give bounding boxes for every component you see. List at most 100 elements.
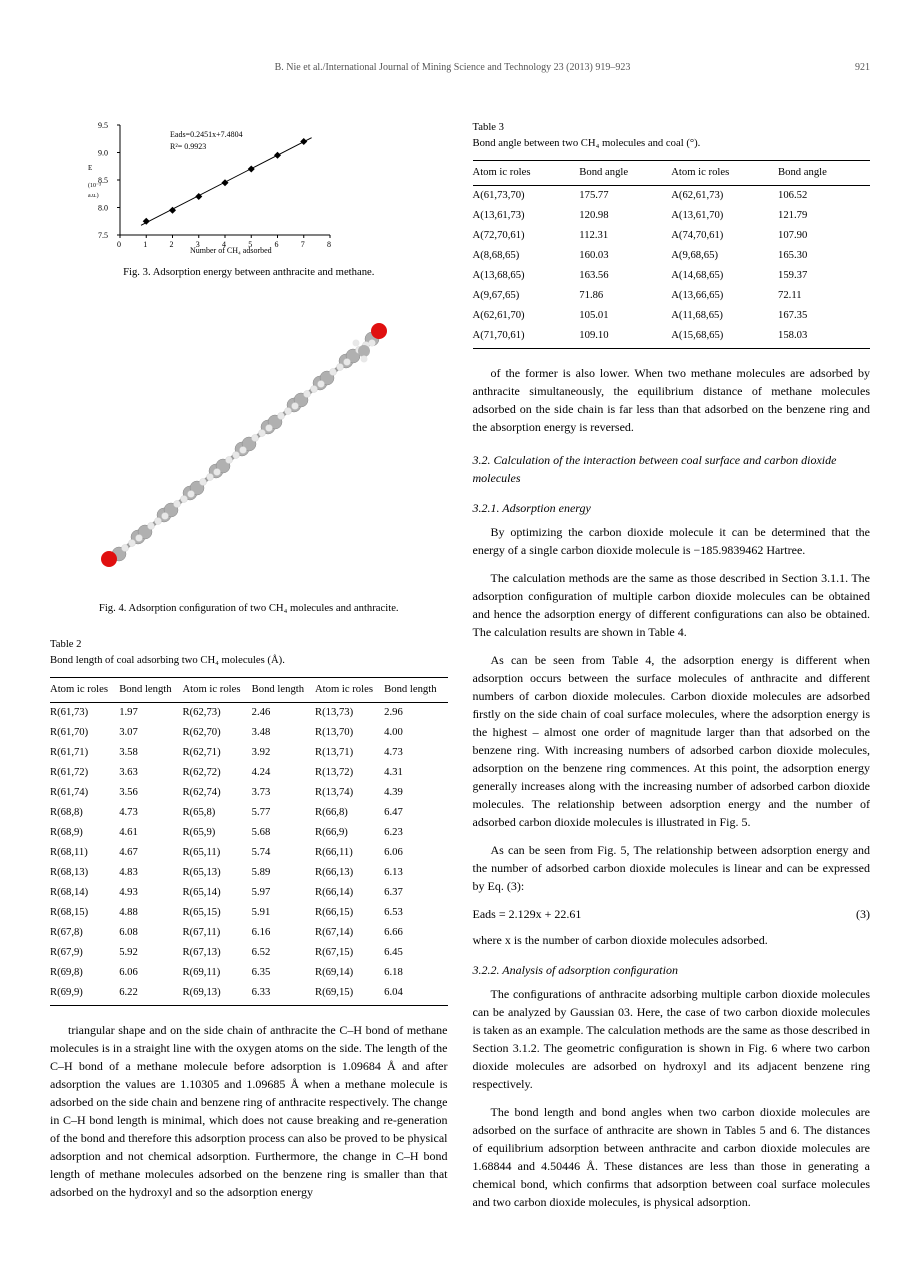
svg-text:6: 6 bbox=[275, 240, 279, 249]
table-row: R(61,70)3.07R(62,70)3.48R(13,70)4.00 bbox=[50, 723, 448, 743]
table-cell: R(68,11) bbox=[50, 843, 119, 863]
table-cell: R(62,70) bbox=[182, 723, 251, 743]
table-cell: 5.92 bbox=[119, 943, 182, 963]
table-header: Atom ic roles bbox=[671, 161, 778, 186]
table-cell: 4.39 bbox=[384, 783, 447, 803]
svg-text:9.0: 9.0 bbox=[98, 149, 108, 158]
table-row: A(72,70,61)112.31A(74,70,61)107.90 bbox=[473, 226, 871, 246]
table-header: Bond length bbox=[384, 678, 447, 703]
table-row: R(68,15)4.88R(65,15)5.91R(66,15)6.53 bbox=[50, 903, 448, 923]
table-cell: A(13,66,65) bbox=[671, 286, 778, 306]
table-cell: R(62,73) bbox=[182, 703, 251, 724]
table-cell: R(68,15) bbox=[50, 903, 119, 923]
left-paragraph: triangular shape and on the side chain o… bbox=[50, 1021, 448, 1201]
table-cell: A(71,70,61) bbox=[473, 326, 580, 349]
table-cell: R(65,14) bbox=[182, 883, 251, 903]
table-cell: 5.89 bbox=[252, 863, 315, 883]
para-321b: The calculation methods are the same as … bbox=[473, 569, 871, 641]
eq3-text: Eads = 2.129x + 22.61 bbox=[473, 905, 582, 923]
table-row: R(61,72)3.63R(62,72)4.24R(13,72)4.31 bbox=[50, 763, 448, 783]
table-cell: A(14,68,65) bbox=[671, 266, 778, 286]
table-cell: 3.58 bbox=[119, 743, 182, 763]
table-cell: 6.35 bbox=[252, 963, 315, 983]
header-citation: B. Nie et al./International Journal of M… bbox=[275, 60, 631, 75]
table-cell: R(69,15) bbox=[315, 983, 384, 1006]
para-322b: The bond length and bond angles when two… bbox=[473, 1103, 871, 1211]
table-cell: 6.47 bbox=[384, 803, 447, 823]
table-cell: 5.74 bbox=[252, 843, 315, 863]
table-cell: 6.06 bbox=[384, 843, 447, 863]
eq3-number: (3) bbox=[856, 905, 870, 923]
table-cell: R(61,73) bbox=[50, 703, 119, 724]
chart-svg: 7.58.08.59.09.5 012345678 Eads=0.2451x+7… bbox=[80, 115, 340, 255]
table-row: A(8,68,65)160.03A(9,68,65)165.30 bbox=[473, 246, 871, 266]
table-cell: A(13,68,65) bbox=[473, 266, 580, 286]
table-row: R(68,11)4.67R(65,11)5.74R(66,11)6.06 bbox=[50, 843, 448, 863]
table-row: A(62,61,70)105.01A(11,68,65)167.35 bbox=[473, 306, 871, 326]
table-row: R(68,9)4.61R(65,9)5.68R(66,9)6.23 bbox=[50, 823, 448, 843]
table-row: A(71,70,61)109.10A(15,68,65)158.03 bbox=[473, 326, 871, 349]
table-cell: R(61,71) bbox=[50, 743, 119, 763]
table-cell: 6.52 bbox=[252, 943, 315, 963]
table-cell: 4.24 bbox=[252, 763, 315, 783]
chart-ylabel-1: E bbox=[88, 164, 92, 172]
table-cell: 158.03 bbox=[778, 326, 870, 349]
chart-xlabel: Number of CH₄ adsorbed bbox=[190, 246, 272, 255]
table-row: R(61,71)3.58R(62,71)3.92R(13,71)4.73 bbox=[50, 743, 448, 763]
table-cell: 106.52 bbox=[778, 186, 870, 207]
header-page: 921 bbox=[855, 60, 870, 75]
table-cell: 112.31 bbox=[579, 226, 671, 246]
table-cell: R(66,9) bbox=[315, 823, 384, 843]
table-cell: R(66,13) bbox=[315, 863, 384, 883]
para-321c: As can be seen from Table 4, the adsorpt… bbox=[473, 651, 871, 831]
svg-text:9.5: 9.5 bbox=[98, 121, 108, 130]
table-cell: R(68,13) bbox=[50, 863, 119, 883]
table-cell: 4.83 bbox=[119, 863, 182, 883]
table-cell: 5.68 bbox=[252, 823, 315, 843]
table-cell: R(13,74) bbox=[315, 783, 384, 803]
table-cell: A(15,68,65) bbox=[671, 326, 778, 349]
svg-text:8: 8 bbox=[327, 240, 331, 249]
table-cell: 6.66 bbox=[384, 923, 447, 943]
para-321a: By optimizing the carbon dioxide molecul… bbox=[473, 523, 871, 559]
table3: Atom ic rolesBond angleAtom ic rolesBond… bbox=[473, 160, 871, 349]
table-cell: 4.93 bbox=[119, 883, 182, 903]
table-cell: 6.22 bbox=[119, 983, 182, 1006]
table-cell: A(13,61,73) bbox=[473, 206, 580, 226]
table-cell: 121.79 bbox=[778, 206, 870, 226]
table-cell: 3.63 bbox=[119, 763, 182, 783]
table-cell: R(65,8) bbox=[182, 803, 251, 823]
svg-text:0: 0 bbox=[117, 240, 121, 249]
table-cell: R(69,11) bbox=[182, 963, 251, 983]
table-cell: 5.91 bbox=[252, 903, 315, 923]
table-cell: 2.46 bbox=[252, 703, 315, 724]
table-cell: 6.04 bbox=[384, 983, 447, 1006]
chart-annotation-r2: R²= 0.9923 bbox=[170, 142, 206, 151]
table-cell: R(61,72) bbox=[50, 763, 119, 783]
table-cell: 4.88 bbox=[119, 903, 182, 923]
table-cell: 6.13 bbox=[384, 863, 447, 883]
svg-text:2: 2 bbox=[170, 240, 174, 249]
table-cell: R(13,71) bbox=[315, 743, 384, 763]
table-cell: R(65,9) bbox=[182, 823, 251, 843]
table-cell: 71.86 bbox=[579, 286, 671, 306]
svg-text:8.0: 8.0 bbox=[98, 204, 108, 213]
table-row: A(61,73,70)175.77A(62,61,73)106.52 bbox=[473, 186, 871, 207]
table2: Atom ic rolesBond lengthAtom ic rolesBon… bbox=[50, 677, 448, 1006]
table-cell: R(66,8) bbox=[315, 803, 384, 823]
table-cell: 3.92 bbox=[252, 743, 315, 763]
table-cell: A(9,67,65) bbox=[473, 286, 580, 306]
svg-text:7.5: 7.5 bbox=[98, 231, 108, 240]
table-row: R(69,8)6.06R(69,11)6.35R(69,14)6.18 bbox=[50, 963, 448, 983]
table-cell: R(67,9) bbox=[50, 943, 119, 963]
fig3-caption: Fig. 3. Adsorption energy between anthra… bbox=[50, 265, 448, 281]
table-cell: A(62,61,73) bbox=[671, 186, 778, 207]
table-row: R(61,74)3.56R(62,74)3.73R(13,74)4.39 bbox=[50, 783, 448, 803]
table-cell: 4.00 bbox=[384, 723, 447, 743]
table-cell: 3.73 bbox=[252, 783, 315, 803]
table2-title: Table 2 bbox=[50, 637, 448, 653]
table-cell: 163.56 bbox=[579, 266, 671, 286]
section-3-2: 3.2. Calculation of the interaction betw… bbox=[473, 451, 871, 487]
table-cell: 160.03 bbox=[579, 246, 671, 266]
table-row: R(69,9)6.22R(69,13)6.33R(69,15)6.04 bbox=[50, 983, 448, 1006]
